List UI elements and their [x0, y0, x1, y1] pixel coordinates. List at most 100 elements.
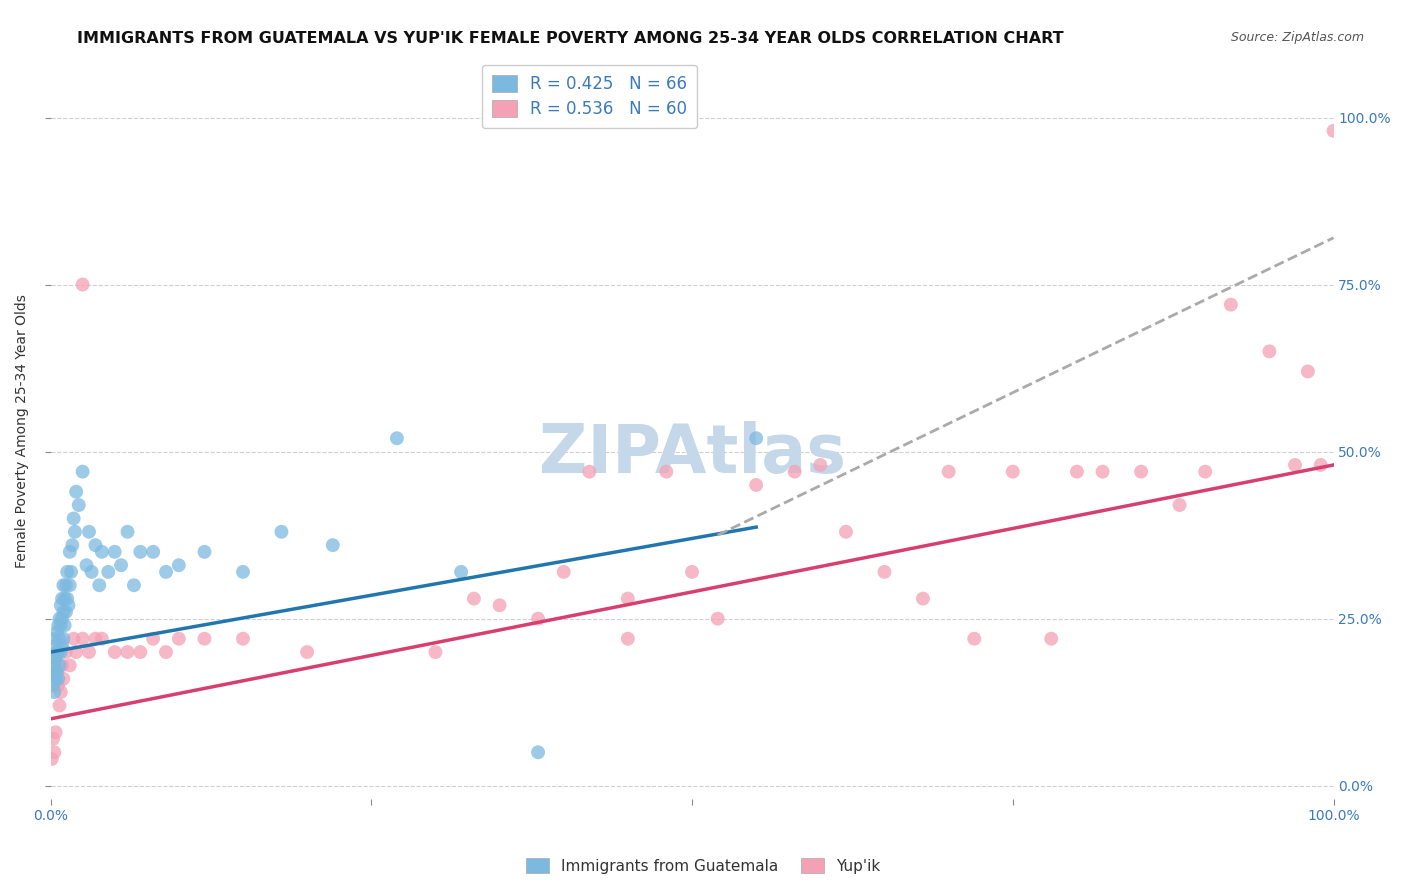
- Point: [97, 565, 120, 579]
- Point: [142, 545, 165, 559]
- Point: [527, 612, 550, 626]
- Point: [51, 658, 73, 673]
- Point: [617, 632, 640, 646]
- Point: [84, 632, 107, 646]
- Point: [1309, 458, 1331, 472]
- Point: [167, 632, 190, 646]
- Point: [938, 465, 960, 479]
- Point: [72, 277, 94, 292]
- Point: [142, 632, 165, 646]
- Legend: Immigrants from Guatemala, Yup'ik: Immigrants from Guatemala, Yup'ik: [520, 852, 886, 880]
- Point: [45, 725, 67, 739]
- Point: [77, 524, 100, 539]
- Point: [270, 524, 292, 539]
- Point: [49, 685, 72, 699]
- Point: [963, 632, 986, 646]
- Point: [45, 639, 67, 653]
- Point: [80, 565, 103, 579]
- Point: [193, 632, 215, 646]
- Point: [62, 632, 84, 646]
- Point: [45, 645, 67, 659]
- Point: [1040, 632, 1063, 646]
- Point: [155, 645, 177, 659]
- Point: [553, 565, 575, 579]
- Point: [681, 565, 703, 579]
- Point: [77, 645, 100, 659]
- Point: [295, 645, 318, 659]
- Point: [46, 618, 69, 632]
- Point: [90, 545, 112, 559]
- Point: [1066, 465, 1088, 479]
- Point: [60, 538, 83, 552]
- Point: [873, 565, 896, 579]
- Point: [55, 578, 77, 592]
- Point: [450, 565, 472, 579]
- Point: [617, 591, 640, 606]
- Point: [72, 632, 94, 646]
- Point: [655, 465, 678, 479]
- Point: [463, 591, 485, 606]
- Point: [72, 465, 94, 479]
- Point: [52, 605, 75, 619]
- Point: [55, 645, 77, 659]
- Point: [193, 545, 215, 559]
- Point: [51, 612, 73, 626]
- Point: [52, 632, 75, 646]
- Point: [155, 565, 177, 579]
- Point: [425, 645, 447, 659]
- Point: [45, 625, 67, 640]
- Point: [1296, 364, 1319, 378]
- Point: [110, 558, 132, 573]
- Point: [129, 545, 152, 559]
- Point: [783, 465, 806, 479]
- Point: [117, 645, 139, 659]
- Point: [52, 578, 75, 592]
- Point: [527, 745, 550, 759]
- Point: [58, 599, 80, 613]
- Point: [385, 431, 408, 445]
- Point: [67, 498, 90, 512]
- Point: [1130, 465, 1153, 479]
- Point: [835, 524, 858, 539]
- Text: ZIPAtlas: ZIPAtlas: [538, 421, 845, 487]
- Point: [59, 545, 82, 559]
- Point: [44, 745, 66, 759]
- Point: [46, 645, 69, 659]
- Point: [45, 672, 67, 686]
- Text: Source: ZipAtlas.com: Source: ZipAtlas.com: [1230, 31, 1364, 45]
- Point: [59, 578, 82, 592]
- Point: [1219, 297, 1241, 311]
- Point: [706, 612, 728, 626]
- Point: [911, 591, 934, 606]
- Point: [42, 652, 65, 666]
- Legend: R = 0.425   N = 66, R = 0.536   N = 60: R = 0.425 N = 66, R = 0.536 N = 60: [482, 65, 697, 128]
- Point: [745, 431, 768, 445]
- Point: [55, 605, 77, 619]
- Point: [52, 672, 75, 686]
- Point: [41, 665, 63, 679]
- Point: [1001, 465, 1024, 479]
- Point: [65, 645, 87, 659]
- Point: [808, 458, 831, 472]
- Point: [117, 524, 139, 539]
- Point: [89, 578, 111, 592]
- Point: [122, 578, 145, 592]
- Point: [75, 558, 97, 573]
- Point: [322, 538, 344, 552]
- Point: [48, 698, 70, 713]
- Point: [49, 599, 72, 613]
- Point: [48, 632, 70, 646]
- Point: [90, 632, 112, 646]
- Point: [1194, 465, 1216, 479]
- Point: [232, 632, 254, 646]
- Point: [51, 639, 73, 653]
- Point: [104, 645, 127, 659]
- Point: [48, 658, 70, 673]
- Point: [44, 658, 66, 673]
- Point: [53, 591, 76, 606]
- Point: [59, 658, 82, 673]
- Point: [48, 612, 70, 626]
- Point: [63, 524, 86, 539]
- Point: [45, 665, 67, 679]
- Point: [60, 565, 83, 579]
